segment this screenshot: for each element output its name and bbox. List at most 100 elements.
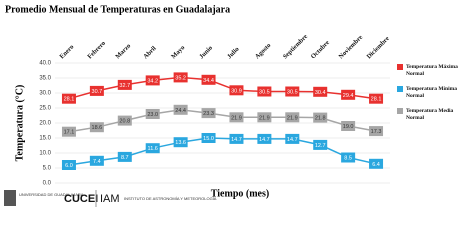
series-line bbox=[68, 109, 377, 133]
footer-university: UNIVERSIDAD DE GUADALAJARA bbox=[19, 192, 84, 197]
point-marker bbox=[229, 85, 244, 96]
data-label: 20.8 bbox=[119, 119, 130, 125]
y-axis-label: Temperatura (°C) bbox=[14, 85, 25, 162]
point-marker bbox=[341, 121, 356, 131]
data-label: 21.8 bbox=[315, 116, 326, 122]
data-label: 28.1 bbox=[371, 97, 382, 103]
point-marker bbox=[285, 86, 300, 97]
data-label: 30.5 bbox=[259, 89, 270, 95]
x-axis-label: Tiempo (mes) bbox=[211, 188, 269, 199]
point-marker bbox=[145, 143, 160, 154]
footer-institute-short: IAM bbox=[100, 193, 120, 205]
x-tick-label: Enero bbox=[58, 44, 75, 61]
y-tick-label: 0.0 bbox=[43, 181, 52, 187]
data-label: 14.7 bbox=[231, 137, 242, 143]
chart-title: Promedio Mensual de Temperaturas en Guad… bbox=[5, 4, 230, 15]
point-marker bbox=[117, 79, 132, 90]
data-label: 14.7 bbox=[287, 137, 298, 143]
data-label: 23.3 bbox=[203, 111, 214, 117]
x-tick-label: Abril bbox=[142, 45, 158, 61]
data-label: 34.2 bbox=[147, 78, 158, 84]
y-tick-label: 40.0 bbox=[39, 61, 51, 67]
data-label: 21.9 bbox=[231, 115, 242, 121]
footer-center: CUCEI bbox=[64, 193, 98, 205]
point-marker bbox=[201, 108, 216, 119]
point-marker bbox=[61, 126, 76, 137]
point-marker bbox=[285, 112, 300, 123]
data-label: 12.7 bbox=[315, 143, 326, 149]
legend-swatch bbox=[397, 86, 403, 92]
data-label: 6.4 bbox=[372, 162, 380, 168]
x-tick-label: Octubre bbox=[310, 39, 331, 60]
x-tick-label: Mayo bbox=[170, 44, 186, 60]
chart: Promedio Mensual de Temperaturas en Guad… bbox=[4, 4, 458, 207]
data-label: 8.5 bbox=[344, 155, 352, 161]
data-label: 29.4 bbox=[343, 93, 354, 99]
data-label: 21.9 bbox=[287, 115, 298, 121]
point-marker bbox=[229, 133, 244, 144]
point-marker bbox=[201, 133, 216, 143]
x-tick-label: Febrero bbox=[86, 40, 107, 61]
data-label: 35.2 bbox=[175, 75, 186, 81]
data-label: 30.4 bbox=[315, 90, 326, 96]
data-label: 15.0 bbox=[203, 136, 214, 142]
data-label: 19.0 bbox=[343, 124, 354, 130]
point-marker bbox=[341, 152, 356, 163]
data-label: 30.5 bbox=[287, 89, 298, 95]
point-marker bbox=[313, 86, 328, 97]
data-label: 23.0 bbox=[147, 112, 158, 118]
point-marker bbox=[61, 160, 76, 170]
point-marker bbox=[173, 104, 188, 115]
x-tick-label: Noviembre bbox=[338, 34, 365, 61]
data-label: 7.4 bbox=[93, 159, 101, 165]
legend-label: Temperatura Media Normal bbox=[406, 108, 454, 121]
point-marker bbox=[229, 112, 244, 123]
data-label: 34.4 bbox=[203, 78, 214, 84]
data-label: 6.0 bbox=[65, 163, 73, 169]
data-label: 13.6 bbox=[175, 140, 186, 146]
data-label: 14.7 bbox=[259, 137, 270, 143]
data-label: 24.4 bbox=[175, 108, 186, 114]
footer-logos: UNIVERSIDAD DE GUADALAJARA CUCEI IAM INS… bbox=[4, 190, 217, 207]
y-tick-label: 30.0 bbox=[39, 91, 51, 97]
legend-label-part: Normal bbox=[406, 93, 424, 99]
footer-institute: INSTITUTO DE ASTRONOMÍA Y METEOROLOGÍA bbox=[124, 196, 217, 201]
point-marker bbox=[61, 93, 76, 104]
point-marker bbox=[313, 139, 328, 150]
x-tick-label: Diciembre bbox=[366, 35, 391, 60]
legend-swatch bbox=[397, 108, 403, 114]
series-line bbox=[68, 76, 377, 100]
point-marker bbox=[369, 93, 384, 104]
legend-label-part: Temperatura Media bbox=[406, 108, 454, 114]
point-marker bbox=[173, 72, 188, 83]
data-label: 11.6 bbox=[148, 146, 158, 152]
series-line bbox=[68, 137, 377, 166]
point-marker bbox=[89, 85, 104, 96]
legend-swatch bbox=[397, 64, 403, 70]
y-tick-label: 35.0 bbox=[39, 76, 51, 82]
point-marker bbox=[313, 112, 328, 123]
y-tick-label: 20.0 bbox=[39, 121, 51, 127]
point-marker bbox=[89, 155, 104, 166]
x-tick-label: Junio bbox=[198, 45, 214, 61]
data-label: 21.9 bbox=[259, 115, 270, 121]
data-label: 8.7 bbox=[121, 155, 129, 161]
legend-label-part: Normal bbox=[406, 115, 424, 121]
point-marker bbox=[285, 133, 300, 144]
point-marker bbox=[257, 86, 272, 97]
x-tick-label: Septiembre bbox=[282, 33, 309, 60]
legend-label-part: Temperatura Máxima bbox=[406, 64, 458, 70]
logo-icon bbox=[4, 190, 16, 206]
y-tick-label: 25.0 bbox=[39, 106, 51, 112]
point-marker bbox=[117, 151, 132, 162]
point-marker bbox=[145, 75, 160, 86]
data-label: 17.3 bbox=[371, 129, 382, 135]
legend-label: Temperatura Máxima Normal bbox=[406, 64, 458, 77]
point-marker bbox=[257, 112, 272, 123]
point-marker bbox=[145, 109, 160, 119]
data-label: 28.1 bbox=[64, 97, 75, 103]
y-tick-label: 5.0 bbox=[43, 166, 52, 172]
point-marker bbox=[89, 122, 104, 133]
point-marker bbox=[369, 126, 384, 137]
legend-label-part: Normal bbox=[406, 71, 424, 77]
